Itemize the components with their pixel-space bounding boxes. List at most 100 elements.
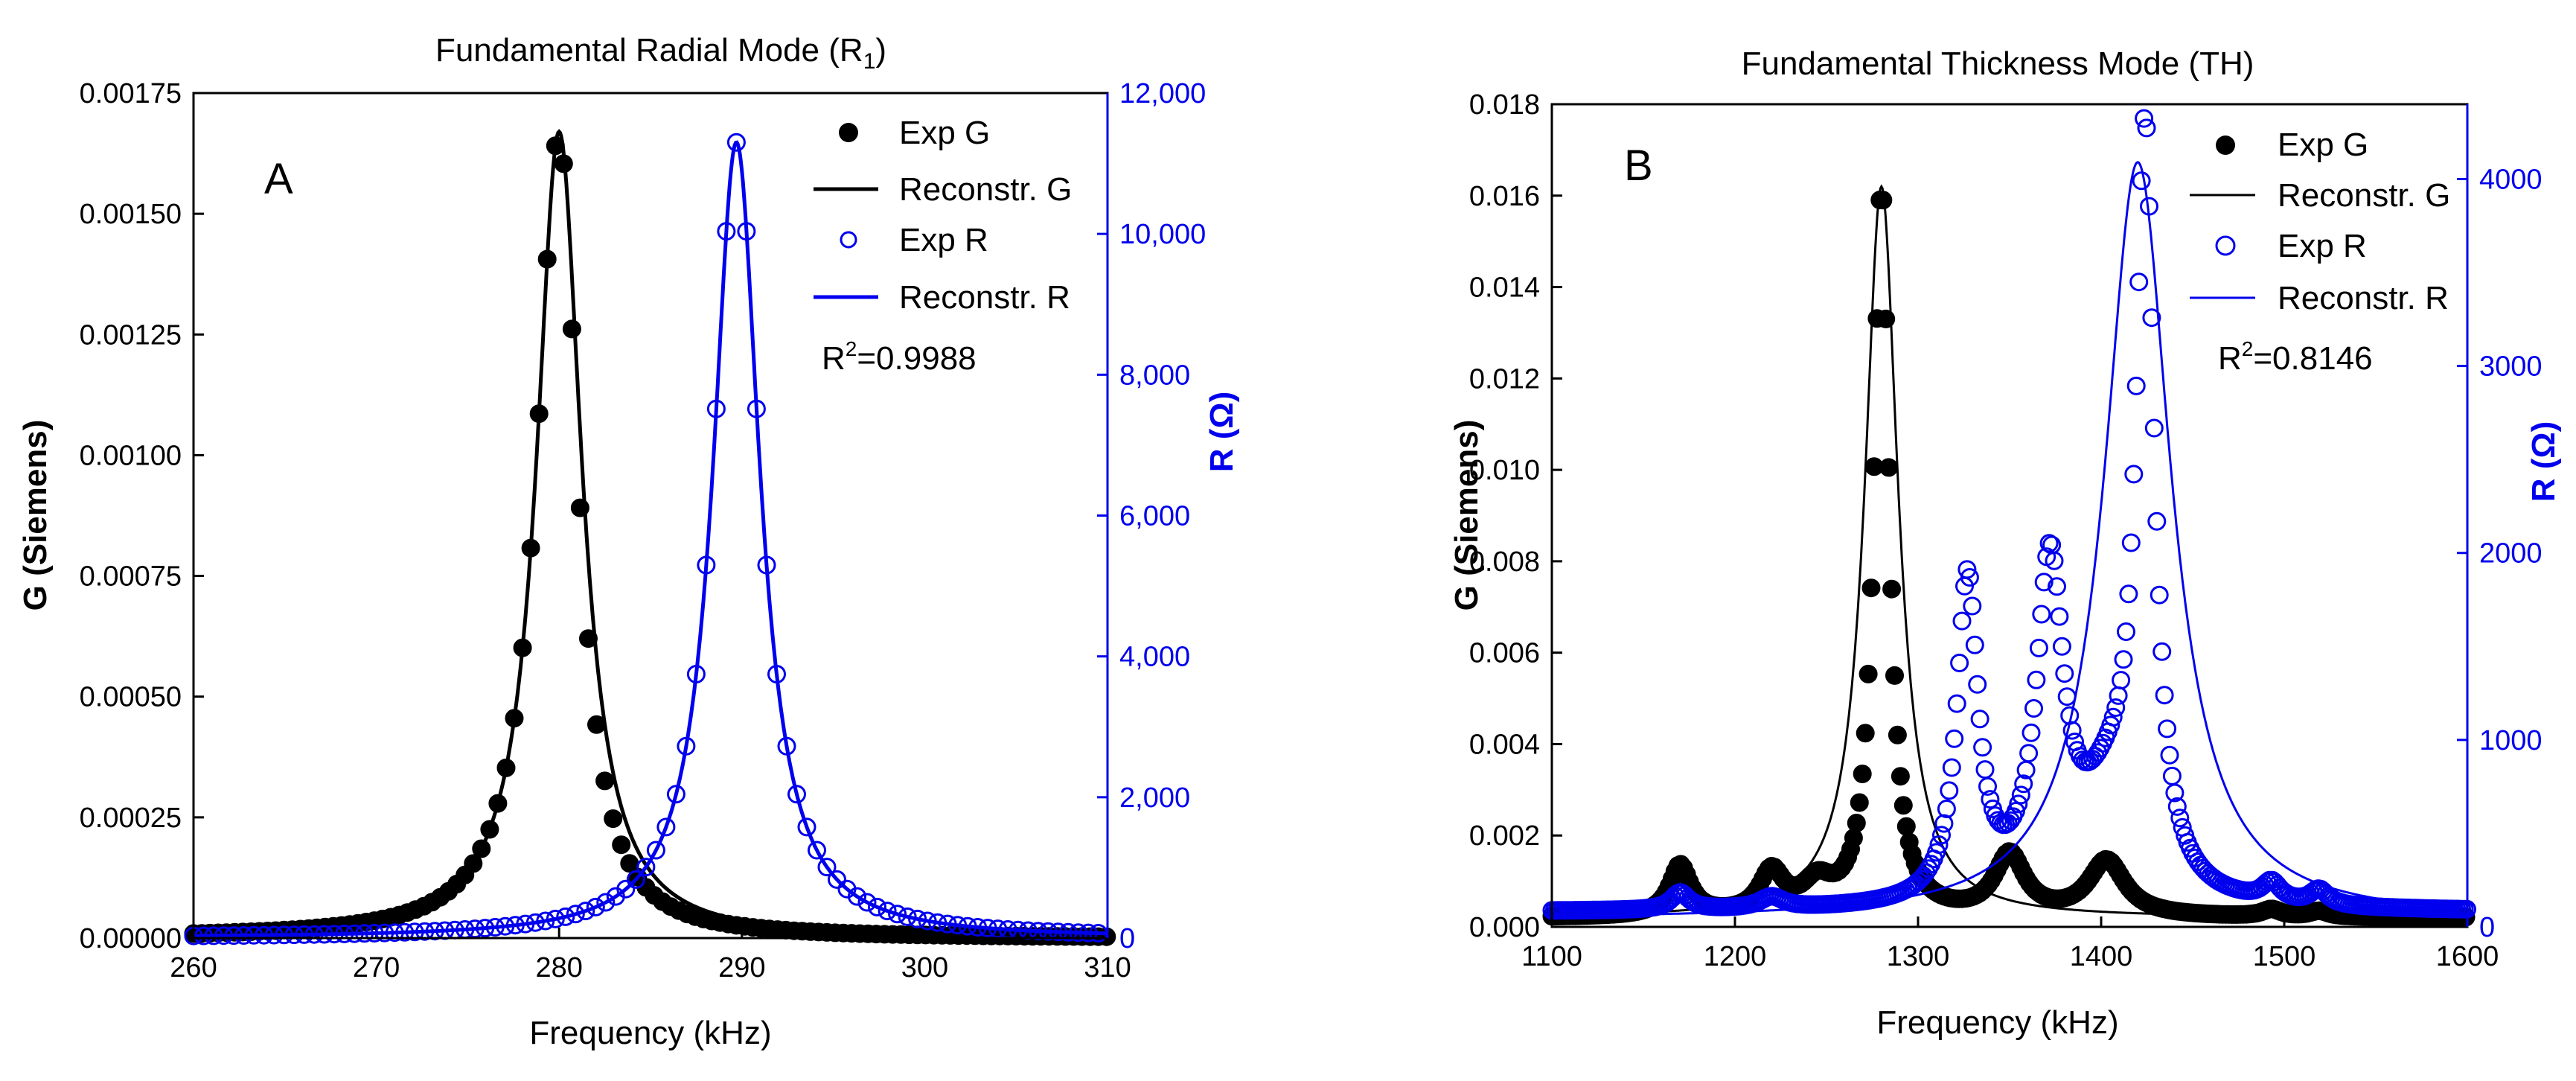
data-point <box>848 887 866 906</box>
series-reconstr-r <box>1552 161 2468 917</box>
data-point <box>2027 670 2046 689</box>
chart-a-plot-frame <box>192 92 1109 940</box>
chart-b-y2-label: R (Ω) <box>2525 421 2562 503</box>
y-tick-label: 0.010 <box>1469 455 1540 486</box>
data-point <box>1896 817 1916 836</box>
chart-b-y-label: G (Siemens) <box>1448 420 1485 611</box>
data-point <box>2165 783 2185 803</box>
chart-a-r2-annotation: R2=0.9988 <box>822 337 977 377</box>
data-point <box>1963 596 1982 616</box>
data-point <box>1893 796 1913 815</box>
x-tick-label: 1500 <box>2253 941 2316 972</box>
data-point <box>1940 781 1959 800</box>
x-tick-label: 1400 <box>2070 941 2133 972</box>
x-tick-label: 270 <box>353 952 400 983</box>
data-point <box>808 841 826 860</box>
data-point <box>586 897 605 916</box>
data-point <box>1932 826 1951 845</box>
data-point <box>828 870 846 889</box>
data-point <box>2129 272 2149 292</box>
data-point <box>626 870 645 889</box>
data-point <box>817 858 837 877</box>
y2-tick-label: 8,000 <box>1119 360 1190 391</box>
data-point <box>1934 814 1954 833</box>
data-point <box>857 893 877 912</box>
y2-tick-label: 3000 <box>2479 351 2543 383</box>
data-point <box>2137 118 2156 138</box>
data-point <box>1859 664 1878 683</box>
data-point <box>612 835 631 855</box>
chart-b-panel-label: B <box>1624 141 1653 190</box>
data-point <box>1861 578 1881 598</box>
chart-a-legend: Exp G Reconstr. G Exp R Reconstr. R R2=0… <box>814 115 1072 377</box>
data-point <box>888 905 907 924</box>
data-point <box>2014 774 2033 794</box>
legend-label-reconstr-r: Reconstr. R <box>899 279 1070 316</box>
chart-a-panel-label: A <box>264 155 293 203</box>
data-point <box>2045 551 2064 570</box>
data-point <box>2024 699 2043 718</box>
chart-b-series <box>1542 109 2476 927</box>
data-point <box>2057 687 2077 707</box>
data-point <box>1981 790 2000 809</box>
chart-b-x-ticks: 1100 1200 1300 1400 1500 1600 <box>1521 916 2499 972</box>
data-point <box>2167 797 2187 816</box>
legend-marker-exp-g <box>2216 135 2235 155</box>
y2-tick-label: 2000 <box>2479 538 2543 570</box>
data-point <box>2158 719 2177 739</box>
data-point <box>596 893 616 912</box>
data-point <box>2009 794 2028 814</box>
legend-marker-exp-r <box>2215 235 2236 256</box>
data-point <box>1957 560 1977 579</box>
legend-label-exp-g: Exp G <box>899 115 990 151</box>
y-tick-label: 0.000 <box>1469 912 1540 943</box>
data-point <box>666 785 685 804</box>
y-tick-label: 0.012 <box>1469 363 1540 395</box>
data-point <box>2029 638 2048 657</box>
chart-a-y2-ticks: 0 2,000 4,000 6,000 8,000 10,000 12,000 <box>1097 78 1206 954</box>
data-point <box>797 817 816 837</box>
data-point <box>2150 585 2169 605</box>
chart-a-x-label: Frequency (kHz) <box>529 1015 771 1051</box>
legend-label-exp-r: Exp R <box>899 222 988 258</box>
data-point <box>2019 744 2039 763</box>
y-tick-label: 0.00100 <box>80 440 182 471</box>
data-point <box>1891 767 1910 786</box>
x-tick-label: 300 <box>901 952 948 983</box>
y-tick-label: 0.008 <box>1469 546 1540 578</box>
data-point <box>1960 568 1979 587</box>
y-tick-label: 0.00150 <box>80 199 182 230</box>
data-point <box>2055 664 2074 683</box>
chart-a-x-ticks: 260 270 280 290 300 310 <box>170 928 1131 983</box>
data-point <box>2048 577 2066 596</box>
x-tick-label: 260 <box>170 952 217 983</box>
y2-tick-label: 0 <box>1119 923 1135 954</box>
data-point <box>566 905 585 924</box>
data-point <box>2117 622 2135 641</box>
data-point <box>562 319 581 339</box>
y-tick-label: 0.00000 <box>80 923 182 954</box>
legend-label-reconstr-g: Reconstr. G <box>2278 177 2450 214</box>
legend-label-exp-g: Exp G <box>2278 127 2368 163</box>
data-point <box>2022 723 2041 742</box>
y2-tick-label: 4,000 <box>1119 642 1190 673</box>
data-point <box>2109 686 2128 705</box>
data-point <box>2126 376 2146 395</box>
series-line <box>194 140 1108 938</box>
data-point <box>1970 709 1989 729</box>
chart-a-y-label: G (Siemens) <box>17 420 54 611</box>
data-point <box>2119 584 2138 604</box>
data-point <box>1847 814 1866 832</box>
legend-marker-exp-g <box>839 123 858 142</box>
data-point <box>1975 760 1995 779</box>
chart-a-y2-label: R (Ω) <box>1204 392 1240 473</box>
y2-tick-label: 1000 <box>2479 725 2543 756</box>
chart-b-legend: Exp G Reconstr. G Exp R Reconstr. R R2=0… <box>2190 127 2450 377</box>
data-point <box>726 133 746 152</box>
chart-b-r2-annotation: R2=0.8146 <box>2218 337 2373 377</box>
y-tick-label: 0.00025 <box>80 803 182 834</box>
y-tick-label: 0.016 <box>1469 181 1540 212</box>
data-point <box>2112 671 2131 690</box>
chart-b-y-ticks: 0.000 0.002 0.004 0.006 0.008 0.010 0.012 0.014… <box>1469 89 1562 943</box>
